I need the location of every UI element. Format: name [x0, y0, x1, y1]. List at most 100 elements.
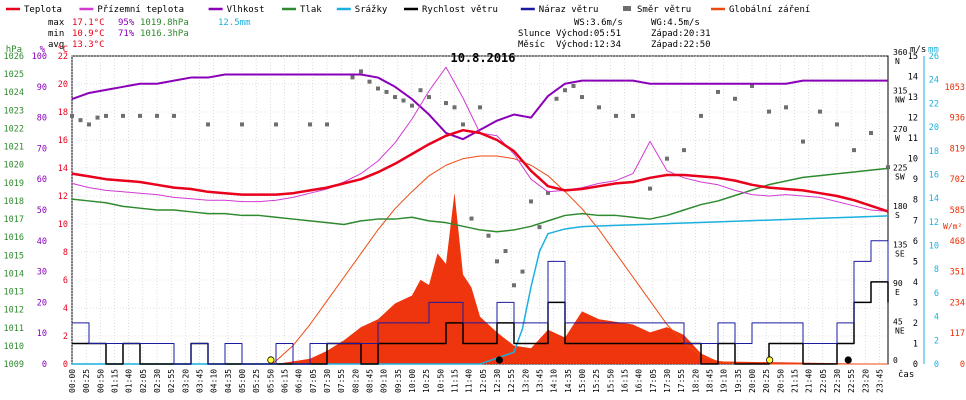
wind-direction-point	[155, 113, 159, 118]
wind-direction-point	[503, 249, 508, 254]
info-moon-label: Měsíc	[518, 40, 545, 50]
dir-tick-label: 135	[893, 241, 908, 250]
stats-block: max 17.1°C 95% 1019.8hPa 12.5mm min 10.9…	[48, 18, 251, 50]
legend-label: Srážky	[355, 5, 388, 15]
wind-direction-point	[486, 233, 491, 238]
wind-direction-point	[869, 131, 873, 135]
wm2-tick-label: 819	[950, 144, 965, 154]
x-tick-label: 19:35	[734, 369, 743, 393]
wind-direction-point	[682, 148, 686, 153]
mm-tick-label: 2	[934, 336, 939, 346]
dir-tick-label: 0	[893, 356, 898, 365]
hpa-tick-label: 1009	[4, 360, 24, 370]
x-tick-label: 01:15	[111, 369, 120, 393]
wind-direction-point	[495, 259, 499, 264]
dir-tick-label: 180	[893, 202, 908, 211]
wm2-tick-label: 702	[950, 175, 965, 185]
x-tick-label: 03:20	[181, 369, 190, 393]
legend-item: Rychlost větru	[404, 5, 498, 15]
hpa-tick-label: 1017	[4, 215, 24, 225]
mm-unit-label: mm	[928, 45, 939, 55]
x-tick-label: 23:20	[861, 369, 870, 393]
mm-tick-label: 6	[934, 289, 939, 299]
x-tick-label: 10:00	[408, 369, 417, 393]
x-tick-label: 15:00	[578, 369, 587, 393]
mm-tick-label: 0	[934, 360, 939, 370]
wind-direction-point	[767, 109, 771, 114]
ms-unit-label: m/s	[910, 45, 926, 55]
sun-moon-info: WS:3.6m/s WG:4.5m/s Slunce Východ:05:51 …	[518, 18, 711, 50]
temp-tick-label: 22	[58, 52, 68, 62]
stats-min-hum: 71%	[118, 29, 135, 39]
ms-tick-label: 8	[913, 196, 918, 206]
wind-direction-point	[376, 86, 380, 91]
x-tick-label: 14:10	[550, 369, 559, 393]
x-tick-label: 02:05	[139, 369, 148, 393]
x-tick-label: 21:40	[805, 369, 814, 393]
legend-label: Náraz větru	[539, 5, 599, 15]
hpa-tick-label: 1024	[4, 88, 24, 98]
stats-max-hum: 95%	[118, 18, 135, 28]
x-tick-label: 02:30	[153, 369, 162, 393]
stats-avg-label: avg	[48, 40, 64, 50]
pct-tick-label: 100	[32, 52, 47, 62]
wind-direction-point	[87, 122, 91, 127]
x-tick-label: 17:30	[663, 369, 672, 393]
wm2-tick-label: 234	[950, 298, 965, 308]
temperature-line	[71, 128, 889, 213]
ms-tick-label: 7	[913, 216, 918, 226]
dir-tick-label: 315	[893, 87, 908, 96]
x-tick-label: 13:20	[521, 369, 530, 393]
dir-tick-name: SE	[895, 250, 905, 259]
pct-tick-label: 40	[37, 237, 47, 247]
x-tick-label: 05:00	[238, 369, 247, 393]
mm-tick-label: 8	[934, 265, 939, 275]
wind-direction-point	[384, 89, 389, 94]
x-tick-label: 13:45	[536, 369, 545, 393]
wind-direction-point	[835, 122, 839, 127]
temp-tick-label: 4	[63, 304, 68, 314]
dir-tick-label: 270	[893, 125, 908, 134]
ms-tick-label: 10	[908, 155, 918, 165]
dir-tick-name: NW	[895, 96, 905, 105]
x-tick-label: 22:55	[847, 369, 856, 393]
wind-direction-point	[78, 118, 83, 123]
x-tick-label: 00:00	[68, 369, 77, 393]
legend-label: Přízemní teplota	[97, 5, 184, 15]
pct-tick-label: 90	[37, 83, 47, 93]
dir-tick-name: S	[895, 211, 900, 220]
x-tick-label: 20:25	[762, 369, 771, 393]
legend-label: Tlak	[300, 5, 322, 15]
info-sun-label: Slunce	[518, 29, 551, 39]
x-tick-label: 00:50	[96, 369, 105, 393]
wind-direction-point	[750, 83, 754, 88]
wind-direction-point	[597, 105, 601, 110]
ms-tick-label: 4	[913, 278, 918, 288]
stats-max-rain: 12.5mm	[218, 18, 251, 28]
wind-direction-point	[121, 113, 125, 118]
wind-direction-point	[852, 148, 856, 153]
x-tick-label: 03:45	[196, 369, 205, 393]
dir-tick-label: 90	[893, 279, 903, 288]
hpa-tick-label: 1014	[4, 269, 24, 279]
temp-tick-label: 14	[58, 164, 68, 174]
wm2-tick-label: 0	[960, 360, 965, 370]
mm-tick-label: 22	[929, 99, 939, 109]
mm-tick-label: 14	[929, 194, 939, 204]
wind-direction-point	[631, 113, 635, 118]
stats-max-pres: 1019.8hPa	[140, 18, 189, 28]
x-tick-label: 07:30	[323, 369, 332, 393]
x-tick-label: 22:30	[833, 369, 842, 393]
info-sun-rise: Východ:05:51	[556, 29, 621, 39]
wind-direction-point	[461, 122, 465, 127]
humidity-line	[71, 73, 888, 141]
dir-tick-name: N	[895, 57, 900, 66]
wind-direction-point	[444, 101, 448, 106]
dir-tick-label: 225	[893, 164, 908, 173]
wm2-unit-label: W/m²	[943, 222, 962, 231]
wind-direction-point	[469, 216, 474, 221]
mm-tick-label: 24	[929, 76, 939, 86]
legend-label: Rychlost větru	[422, 5, 498, 15]
moonset-marker	[844, 356, 852, 364]
wind-direction-point	[546, 190, 550, 195]
